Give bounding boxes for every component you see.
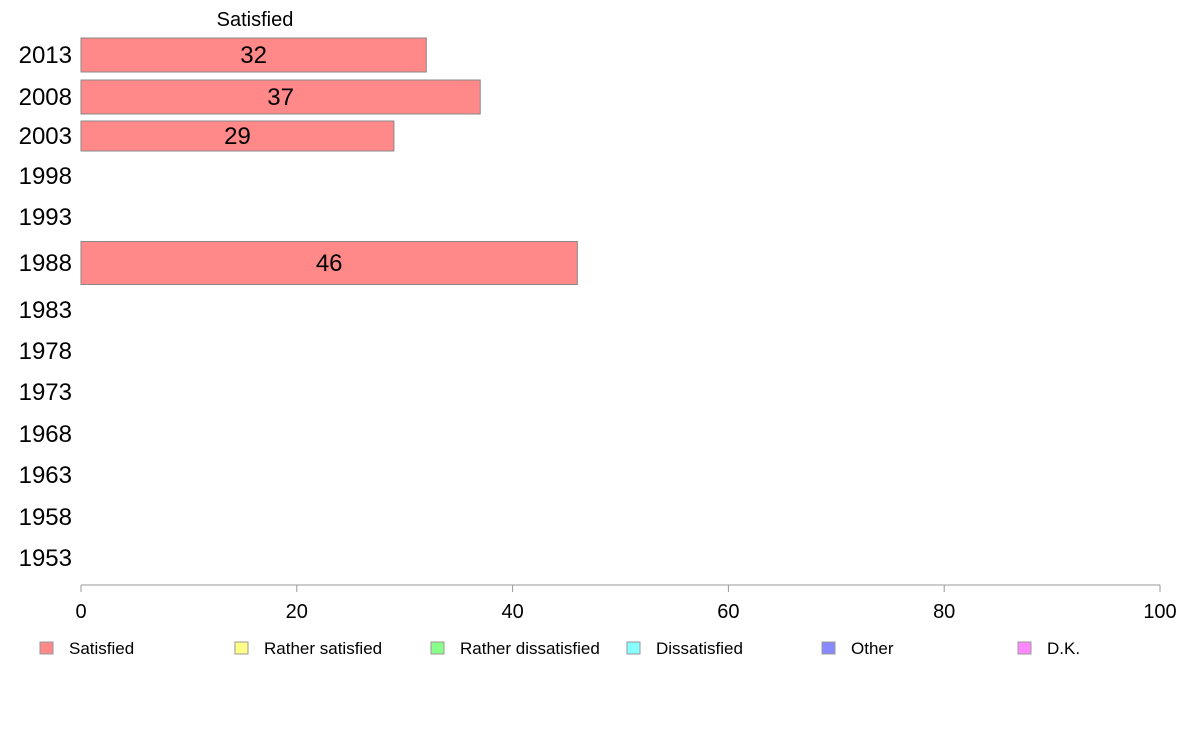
y-tick-label: 1998: [19, 163, 72, 190]
y-tick-label: 1953: [19, 545, 72, 572]
bar: [80, 241, 578, 285]
y-tick-label: 1968: [19, 421, 72, 448]
x-tick-label: 100: [1143, 601, 1176, 623]
y-tick-label: 1993: [19, 204, 72, 231]
x-axis: 0 20 40 60 80 100: [75, 584, 1177, 623]
bar: [80, 37, 427, 73]
chart-rows: 2013 32 2008 37 2003 29 1998 1993 1988 46 1983 1978…: [19, 37, 578, 572]
x-tick-label: 0: [75, 601, 86, 623]
legend-swatch: [626, 641, 641, 655]
legend-label: Satisfied: [69, 639, 134, 658]
legend-label: Rather satisfied: [264, 639, 382, 658]
legend: Satisfied Rather satisfied Rather dissatis…: [39, 639, 1080, 658]
legend-swatch: [1017, 641, 1032, 655]
legend-swatch: [430, 641, 445, 655]
y-tick-label: 1983: [19, 297, 72, 324]
y-tick-label: 1963: [19, 462, 72, 489]
y-tick-label: 1988: [19, 250, 72, 277]
x-tick-label: 80: [933, 601, 955, 623]
y-tick-label: 1973: [19, 379, 72, 406]
y-tick-label: 2008: [19, 84, 72, 111]
bar-value-label: 37: [267, 84, 294, 111]
y-tick-label: 1978: [19, 338, 72, 365]
legend-swatch: [821, 641, 836, 655]
legend-label: Rather dissatisfied: [460, 639, 600, 658]
x-tick-label: 20: [286, 601, 308, 623]
legend-swatch: [39, 641, 54, 655]
bar: [80, 120, 395, 152]
legend-swatch: [234, 641, 249, 655]
x-tick-label: 40: [501, 601, 523, 623]
legend-label: Other: [851, 639, 894, 658]
legend-label: D.K.: [1047, 639, 1080, 658]
series-header: Satisfied: [217, 9, 294, 31]
bar-value-label: 46: [316, 250, 343, 277]
y-tick-label: 2003: [19, 123, 72, 150]
legend-label: Dissatisfied: [656, 639, 743, 658]
bar-value-label: 32: [240, 42, 267, 69]
bar: [80, 79, 481, 115]
y-tick-label: 2013: [19, 42, 72, 69]
x-tick-label: 60: [717, 601, 739, 623]
y-tick-label: 1958: [19, 504, 72, 531]
bar-value-label: 29: [224, 123, 251, 150]
